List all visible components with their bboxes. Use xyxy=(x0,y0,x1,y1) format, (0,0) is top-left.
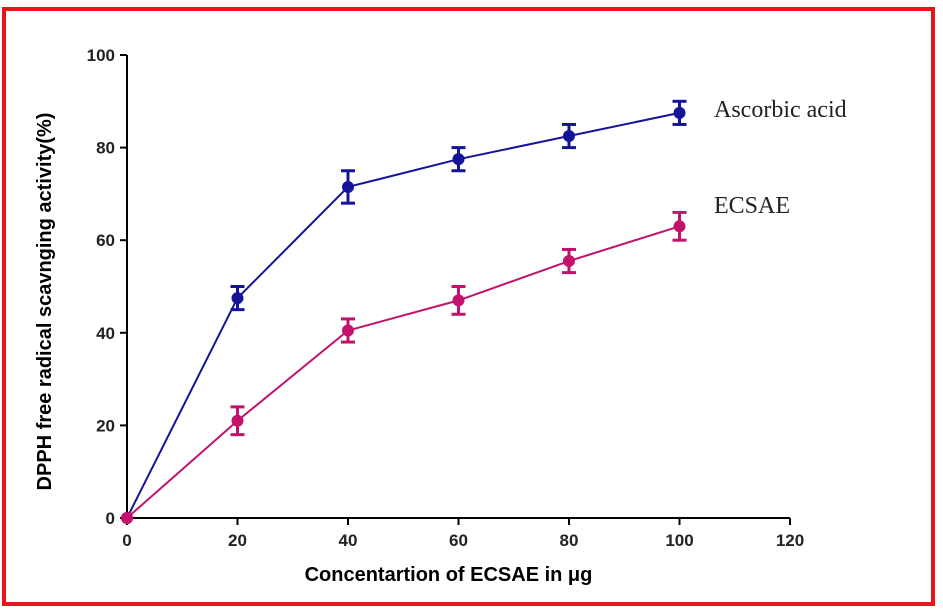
x-tick-label: 0 xyxy=(122,531,131,550)
x-tick-label: 60 xyxy=(449,531,468,550)
data-point xyxy=(452,294,465,307)
series-layer xyxy=(121,99,687,524)
y-tick-label: 20 xyxy=(96,416,115,435)
x-axis-title: Concentartion of ECSAE in μg xyxy=(305,564,593,586)
data-point xyxy=(231,292,244,305)
data-point xyxy=(121,512,133,524)
legend-label: ECSAE xyxy=(714,193,790,219)
y-tick-label: 0 xyxy=(106,509,115,528)
x-tick-label: 40 xyxy=(339,531,358,550)
y-tick-label: 100 xyxy=(87,46,115,65)
x-tick-label: 100 xyxy=(665,531,693,550)
data-point xyxy=(342,180,354,193)
data-point xyxy=(231,414,244,427)
y-tick-label: 80 xyxy=(96,139,115,158)
series-0 xyxy=(121,99,687,524)
ticks: 0 20 40 60 80 100 120 0 20 40 60 80 100 xyxy=(87,46,805,550)
series-1 xyxy=(121,210,687,524)
data-point xyxy=(563,130,575,143)
x-tick-label: 20 xyxy=(228,531,247,550)
y-axis-title: DPPH free radical scavnging activity(%) xyxy=(34,113,56,491)
data-point xyxy=(342,324,354,337)
y-tick-label: 60 xyxy=(96,231,115,250)
x-tick-label: 120 xyxy=(776,531,804,550)
data-point xyxy=(452,153,465,166)
data-point xyxy=(563,255,575,268)
y-tick-label: 40 xyxy=(96,324,115,343)
series-line xyxy=(126,225,680,519)
x-tick-label: 80 xyxy=(560,531,579,550)
data-point xyxy=(673,220,686,233)
data-point xyxy=(673,106,686,119)
legend: Ascorbic acid ECSAE xyxy=(714,97,847,219)
chart-frame xyxy=(2,7,935,606)
legend-label: Ascorbic acid xyxy=(714,97,847,123)
series-line xyxy=(126,111,680,519)
